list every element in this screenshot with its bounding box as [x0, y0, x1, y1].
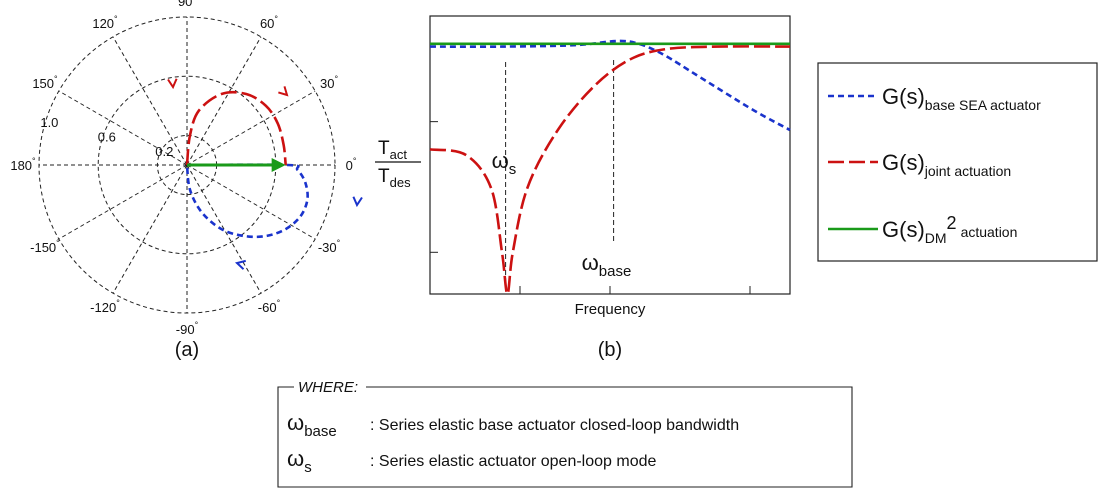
ylabel-numerator: Tact [378, 138, 407, 162]
polar-spoke-8 [58, 164, 188, 240]
polar-spoke-2 [186, 90, 316, 166]
legend-label-joint: G(s)joint actuation [882, 150, 1011, 179]
where-desc-base: : Series elastic base actuator closed-lo… [370, 417, 739, 434]
polar-arrow-base-2 [234, 259, 246, 270]
polar-curve-base [185, 163, 309, 239]
bode-curve-base [429, 39, 791, 132]
polar-angle-label: 30° [320, 74, 338, 91]
polar-arrowhead-dm2 [271, 158, 286, 172]
polar-angle-label: -30° [318, 238, 341, 255]
bode-xlabel: Frequency [575, 301, 646, 318]
legend-label-dm2: G(s)DM2 actuation [882, 213, 1017, 246]
where-desc-s: : Series elastic actuator open-loop mode [370, 453, 656, 470]
bode-curve-joint [429, 45, 791, 296]
polar-spoke-7 [112, 164, 188, 294]
polar-arrow-joint-2 [278, 86, 289, 97]
polar-angle-label: -60° [258, 298, 281, 315]
polar-curve-joint [185, 90, 287, 166]
caption-a: (a) [175, 339, 199, 361]
polar-angle-label: 150° [32, 74, 58, 91]
where-symbol-s: ωs [287, 446, 312, 476]
polar-angle-label: 0° [346, 156, 357, 173]
ylabel-denominator: Tdes [378, 166, 411, 190]
where-frame [277, 386, 853, 488]
legend-label-base: G(s)base SEA actuator [882, 84, 1041, 113]
polar-angle-label: 180° [10, 156, 36, 173]
where-box: WHERE: ωbase : Series elastic base actua… [277, 379, 853, 488]
polar-spoke-11 [112, 36, 188, 166]
bode-ylabel: Tact Tdes [375, 138, 421, 190]
polar-radial-label: 0.6 [98, 130, 116, 145]
polar-angle-label: 120° [92, 14, 118, 31]
polar-arrow-joint-1 [167, 78, 178, 90]
polar-spoke-1 [186, 36, 262, 166]
where-symbol-base: ωbase [287, 410, 337, 440]
polar-radial-label: 1.0 [40, 115, 58, 130]
where-title: WHERE: [298, 379, 358, 396]
polar-angle-label: 60° [260, 14, 278, 31]
polar-spoke-4 [186, 164, 316, 240]
polar-angle-label: -90° [176, 320, 199, 337]
polar-angle-label: -150° [30, 238, 60, 255]
polar-plot: 90° 60° 30° 0° -30° -60° -90° -120° -150° 180° 150… [10, 0, 363, 337]
polar-spoke-10 [58, 90, 188, 166]
polar-arrow-base-1 [352, 196, 363, 208]
polar-radial-label: 0.2 [155, 144, 173, 159]
polar-angle-label: 90° [178, 0, 196, 9]
caption-b: (b) [598, 339, 622, 361]
legend: G(s)base SEA actuator G(s)joint actuatio… [817, 62, 1098, 262]
polar-angle-label: -120° [90, 298, 120, 315]
bode-frame [429, 15, 791, 295]
